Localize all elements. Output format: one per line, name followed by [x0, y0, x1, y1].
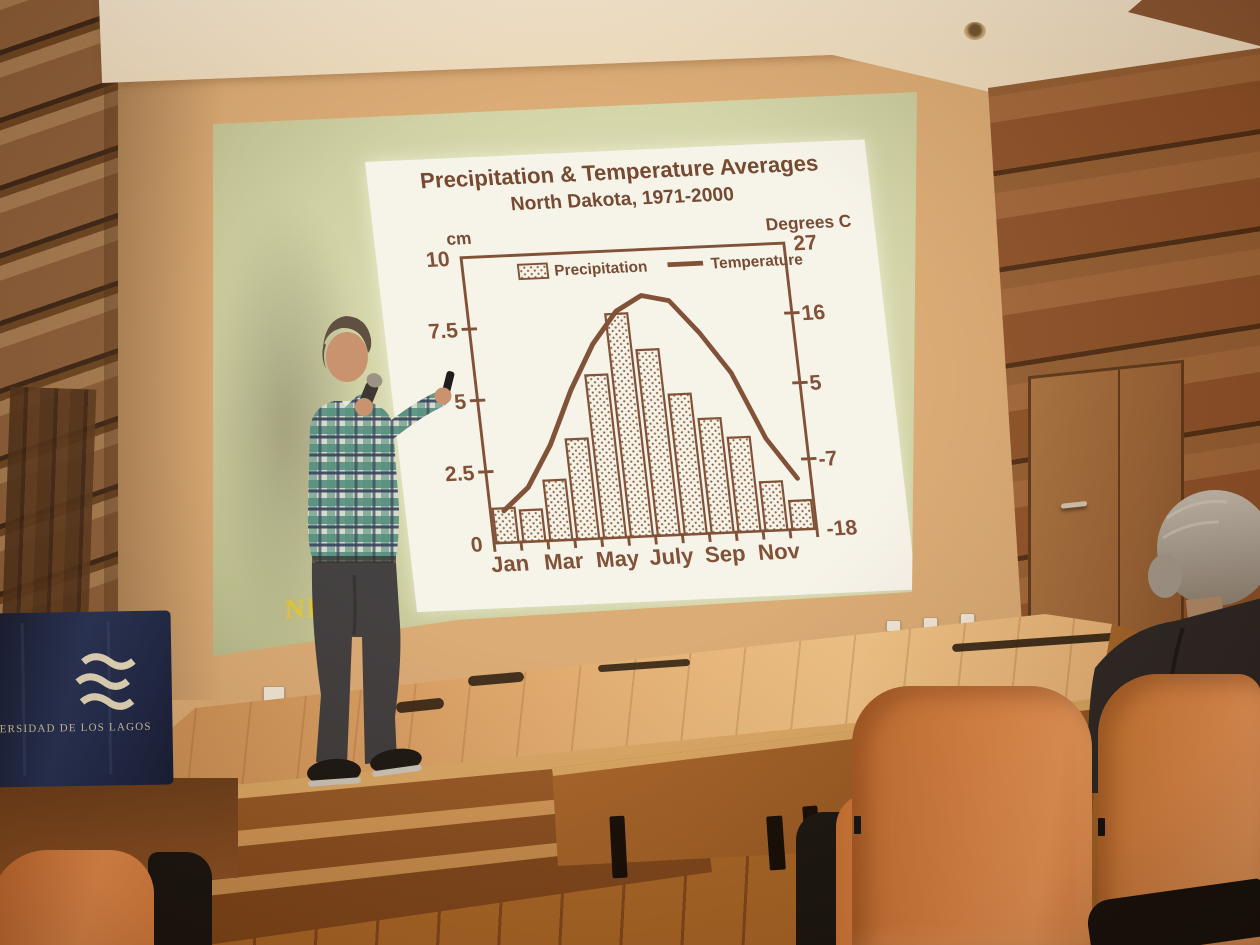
chair-tag: [1098, 818, 1105, 836]
left-axis-ticks: 10 7.5 5 2.5 0: [425, 248, 494, 557]
precipitation-bar: [542, 478, 574, 542]
right-axis-ticks: 27 16 5 -7 -18: [784, 231, 859, 541]
presenter-left-arm: [380, 391, 448, 441]
shoe-sole: [308, 777, 361, 787]
stage-facade-slot: [609, 815, 628, 879]
presenter-pants: [311, 563, 401, 765]
right-tick-label: 27: [792, 231, 818, 255]
chart-legend: Precipitation Temperature: [516, 251, 804, 281]
right-tick-label: -18: [825, 516, 858, 540]
precipitation-bar: [564, 437, 601, 541]
audience-chair: [852, 686, 1092, 945]
precip-temp-chart: Precipitation & Temperature Averages Nor…: [419, 150, 859, 578]
x-axis-ticks: Jan Mar May July Sep Nov: [490, 528, 820, 578]
university-waves-logo-icon: [75, 653, 136, 710]
presenter-belt: [312, 556, 396, 565]
left-axis-unit: cm: [445, 228, 472, 249]
month-label: Nov: [757, 538, 802, 565]
speaker-table: VERSIDAD DE LOS LAGOS: [0, 610, 174, 788]
precipitation-bar: [584, 373, 628, 540]
left-tick-label: 7.5: [427, 319, 459, 343]
precipitation-bar: [635, 348, 682, 537]
chart-subtitle: North Dakota, 1971-2000: [510, 184, 736, 215]
right-tick-label: 5: [808, 371, 823, 394]
left-tick-label: 10: [425, 248, 451, 272]
precipitation-bar: [518, 508, 547, 543]
audience-beard: [1148, 554, 1182, 598]
precipitation-bars: [491, 312, 816, 545]
precipitation-bar: [787, 498, 816, 531]
presenter-torso: [307, 401, 399, 563]
legend-bar-label: Precipitation: [553, 258, 648, 279]
precipitation-bar: [726, 435, 762, 534]
left-tick-label: 5: [453, 391, 468, 414]
audience-head: [1157, 490, 1260, 606]
chair-tag: [854, 816, 861, 834]
month-label: Jan: [490, 551, 531, 578]
presenter-right-hand: [355, 398, 373, 416]
right-tick-label: 16: [800, 301, 826, 325]
temperature-line: [501, 293, 800, 514]
month-label: May: [595, 545, 642, 572]
month-label: July: [648, 543, 696, 570]
precipitation-bar: [697, 416, 735, 535]
temperature-curve: [501, 293, 800, 514]
audience-chair: [0, 850, 154, 945]
presenter-hair: [323, 316, 372, 353]
month-label: Mar: [543, 548, 586, 575]
legend-line-swatch: [667, 260, 704, 268]
precipitation-bar: [667, 392, 708, 536]
pants-seam: [352, 574, 357, 636]
legend-bar-swatch: [516, 262, 550, 281]
right-tick-label: -7: [817, 447, 838, 471]
left-tick-label: 0: [470, 533, 484, 556]
wall-corner-shadow: [104, 0, 224, 700]
recessed-light: [964, 22, 986, 40]
precipitation-bar: [491, 506, 520, 545]
left-tick-label: 2.5: [444, 462, 476, 486]
legend-line-label: Temperature: [710, 251, 804, 272]
month-label: Sep: [703, 541, 746, 568]
left-wall-recess: [1, 386, 97, 640]
university-name-text: VERSIDAD DE LOS LAGOS: [0, 720, 152, 736]
chair-armrest: [148, 852, 212, 945]
slide-chart-panel: Precipitation & Temperature Averages Nor…: [365, 139, 917, 613]
presenter: [307, 316, 455, 787]
shoe-sole: [372, 764, 422, 777]
presenter-sideburn: [322, 343, 326, 369]
audience-hair-texture: [1162, 499, 1228, 540]
door-handle: [1061, 500, 1087, 509]
presenter-head: [326, 332, 368, 382]
presenter-left-hand: [434, 387, 452, 405]
chart-title: Precipitation & Temperature Averages: [419, 150, 820, 193]
precipitation-bar: [758, 480, 789, 532]
right-axis-unit: Degrees C: [765, 211, 853, 235]
